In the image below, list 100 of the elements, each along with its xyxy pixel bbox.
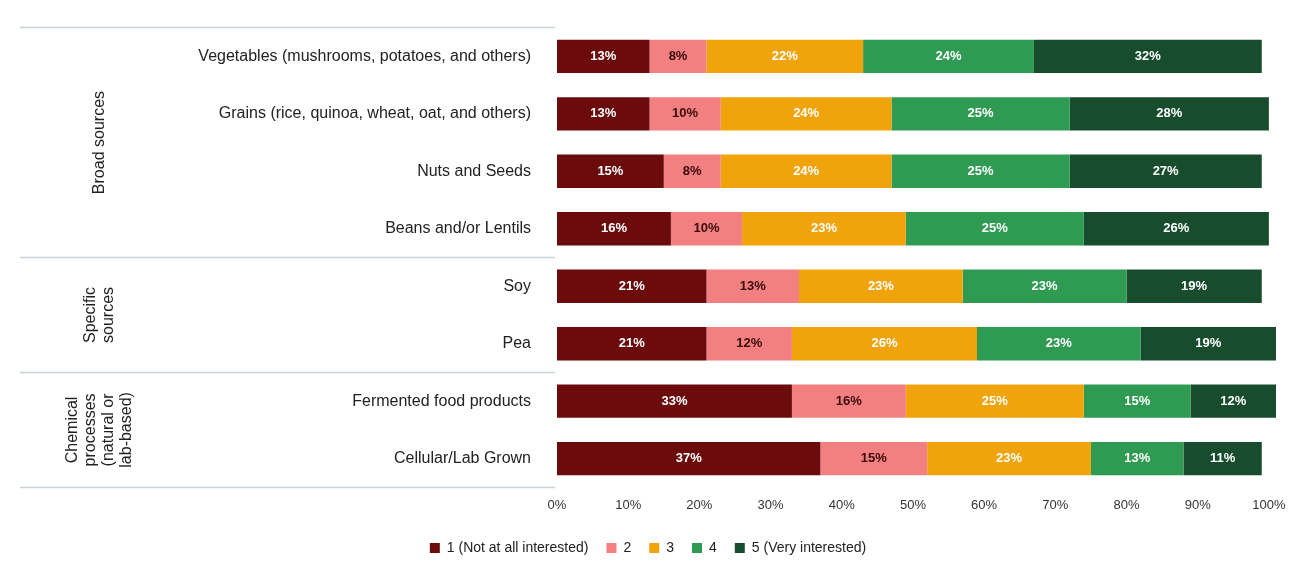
x-tick-label: 20% [686, 496, 713, 512]
data-label: 10% [693, 220, 720, 236]
bar [649, 39, 707, 74]
text: Broad sources [90, 90, 108, 195]
y-tick-label: Nuts and Seeds [417, 161, 531, 179]
data-label: 12% [1220, 392, 1247, 408]
bar [962, 269, 1127, 303]
bar [706, 327, 792, 361]
data-label: 23% [867, 277, 895, 293]
bar [927, 442, 1091, 476]
bar [1069, 154, 1262, 188]
x-tick-label: 0% [547, 496, 567, 512]
legend-label: 3 [666, 538, 675, 555]
bar [720, 97, 892, 131]
data-label: 23% [1045, 335, 1073, 351]
data-label: 25% [967, 105, 995, 121]
data-label: 23% [996, 450, 1023, 466]
x-tick-label: 80% [1113, 496, 1140, 512]
bar [557, 269, 707, 303]
legend-label: 4 [709, 538, 718, 555]
data-label: 25% [967, 162, 995, 178]
bar [1190, 384, 1276, 418]
y-tick-label: Fermented food products [352, 391, 531, 409]
data-label: 11% [1209, 450, 1236, 466]
bar [557, 442, 821, 476]
bar [663, 154, 721, 188]
bar [557, 327, 707, 361]
data-label: 10% [672, 105, 699, 121]
data-label: 23% [810, 220, 838, 236]
data-label: 28% [1156, 105, 1183, 121]
bar [1069, 97, 1269, 131]
data-label: 13% [739, 277, 767, 293]
data-label: 24% [793, 105, 820, 121]
bar [1083, 384, 1191, 418]
data-label: 37% [675, 450, 703, 466]
data-label: 8% [668, 47, 688, 63]
y-tick-label: Soy [503, 276, 531, 294]
bar [720, 154, 892, 188]
x-tick-label: 60% [971, 496, 998, 512]
legend-label: 1 (Not at all interested) [446, 538, 589, 555]
data-label: 12% [736, 335, 763, 351]
data-label: 33% [661, 392, 688, 408]
x-tick-label: 70% [1042, 496, 1069, 512]
x-tick-label: 10% [615, 496, 642, 512]
bar [977, 327, 1141, 361]
data-label: 8% [682, 162, 703, 178]
data-label: 15% [860, 450, 888, 466]
legend-label: 2 [623, 538, 632, 555]
bar [820, 442, 928, 476]
data-label: 24% [935, 47, 962, 63]
bar [557, 212, 671, 246]
bar [1183, 442, 1262, 476]
y-tick-label: Beans and/or Lentils [385, 219, 531, 237]
y-tick-label: Cellular/Lab Grown [394, 449, 531, 467]
bar [706, 269, 800, 303]
y-tick-label: Vegetables (mushrooms, potatoes, and others) [198, 46, 531, 64]
data-label: 26% [871, 335, 898, 351]
text: Chemical processes (natural or lab-based) [63, 392, 135, 468]
bar [742, 212, 906, 246]
data-label: 22% [771, 47, 799, 63]
bar [1083, 212, 1269, 246]
bar [1090, 442, 1184, 476]
data-label: 19% [1181, 277, 1208, 293]
y-tick-label: Pea [502, 334, 532, 352]
data-label: 24% [793, 162, 820, 178]
bar [863, 39, 1034, 74]
x-tick-label: 50% [899, 496, 927, 512]
data-label: 19% [1195, 335, 1222, 351]
bar [1140, 327, 1276, 361]
bar [905, 384, 1084, 418]
bar [791, 384, 906, 418]
data-label: 16% [835, 392, 863, 408]
data-label: 26% [1163, 220, 1190, 236]
bar [706, 39, 864, 74]
bar [891, 154, 1070, 188]
data-label: 16% [600, 220, 628, 236]
text: Specific sources [81, 286, 117, 343]
data-label: 21% [618, 277, 646, 293]
bar [557, 384, 792, 418]
bar [649, 97, 721, 131]
y-tick-label: Grains (rice, quinoa, wheat, oat, and others) [218, 104, 531, 122]
bar [891, 97, 1070, 131]
data-label: 32% [1134, 47, 1162, 63]
bar [557, 154, 664, 188]
data-label: 15% [597, 162, 624, 178]
data-label: 21% [618, 335, 646, 351]
data-label: 13% [1124, 450, 1151, 466]
bar [1033, 39, 1262, 74]
legend-label: 5 (Very interested) [751, 538, 867, 555]
data-label: 13% [590, 105, 617, 121]
x-tick-label: 30% [757, 496, 785, 512]
bar [557, 97, 650, 131]
data-label: 25% [981, 392, 1009, 408]
data-label: 13% [590, 47, 617, 63]
bar [670, 212, 743, 246]
bar [557, 39, 650, 74]
data-label: 15% [1124, 392, 1151, 408]
x-tick-label: 90% [1184, 496, 1212, 512]
x-tick-label: 100% [1252, 496, 1286, 512]
bar [1126, 269, 1262, 303]
